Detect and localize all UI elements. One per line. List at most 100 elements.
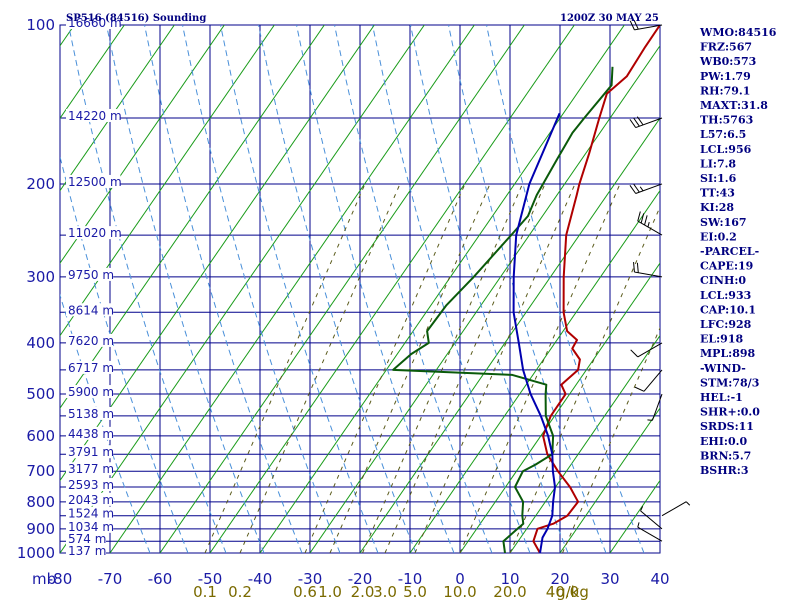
dry-adiabat-line <box>259 25 625 553</box>
pressure-tick-label: 500 <box>26 385 55 403</box>
chart-header-time: 1200Z 30 MAY 25 <box>560 13 659 24</box>
height-label-background <box>66 492 114 506</box>
wind-barb-staff <box>635 117 663 129</box>
height-label: 1524 m <box>68 507 114 521</box>
height-label-background <box>66 519 114 533</box>
height-label-background <box>66 108 121 122</box>
height-label: 137 m <box>68 544 106 558</box>
temperature-tick-label: -10 <box>398 570 423 588</box>
moist-adiabat-line <box>106 25 265 553</box>
wind-barb-feather <box>636 116 644 126</box>
index-value: BRN:5.7 <box>700 449 751 462</box>
temperature-tick-label: -50 <box>198 570 223 588</box>
moist-adiabat-line <box>334 25 493 553</box>
pressure-tick-label: 100 <box>26 16 55 34</box>
wind-barb-feather <box>639 186 644 192</box>
temperature-tick-label: -40 <box>248 570 273 588</box>
index-value: FRZ:567 <box>700 41 752 54</box>
wind-barb-staff <box>634 24 663 31</box>
dry-adiabat-line <box>309 44 660 553</box>
index-value: EI:0.2 <box>700 230 737 243</box>
moist-adiabat-line <box>448 25 607 553</box>
index-value: LCL:933 <box>700 289 751 302</box>
height-label-background <box>66 445 114 459</box>
moist-adiabat-line <box>220 25 379 553</box>
moist-adiabat-line <box>410 25 569 553</box>
dry-adiabat-line <box>159 25 525 553</box>
wind-barb-staff <box>640 510 663 530</box>
mixing-ratio-label: 0.2 <box>228 583 252 600</box>
mixing-ratio-label: g/kg <box>556 583 589 600</box>
index-value: WB0:573 <box>699 55 756 68</box>
index-value: SW:167 <box>700 216 747 229</box>
pressure-tick-label: 800 <box>26 493 55 511</box>
wind-barb-feather <box>630 349 639 358</box>
mixing-ratio-label: 10.0 <box>443 583 476 600</box>
temperature-tick-label: 0 <box>455 570 465 588</box>
mixing-ratio-label: 40.0 <box>546 583 579 600</box>
height-label: 3791 m <box>68 445 114 459</box>
index-value: TT:43 <box>700 187 735 200</box>
mixing-ratio-line <box>509 205 660 553</box>
index-value: L57:6.5 <box>700 128 746 141</box>
dry-adiabat-line <box>409 189 660 553</box>
wind-barb-feather <box>629 119 637 128</box>
moist-adiabat-line <box>372 25 531 553</box>
dry-adiabat-line <box>60 25 225 265</box>
height-label-background <box>66 303 114 317</box>
wind-barb-staff <box>637 342 663 358</box>
wind-barb-feather <box>685 501 691 506</box>
wind-barb-feather <box>647 222 650 228</box>
height-label: 14220 m <box>68 109 122 123</box>
index-value: MPL:898 <box>700 347 756 360</box>
index-value: CAP:10.1 <box>700 303 756 316</box>
pressure-tick-label: 900 <box>26 520 55 538</box>
temperature-tick-label: 10 <box>500 570 519 588</box>
temperature-tick-label: -80 <box>48 570 73 588</box>
wind-barb-feather <box>629 185 637 194</box>
height-label-background <box>66 16 121 29</box>
wind-barb-staff <box>651 393 663 421</box>
wind-barb-staff <box>643 369 663 392</box>
mixing-ratio-label: 0.1 <box>193 583 217 600</box>
wind-barb-feather <box>640 213 645 224</box>
index-value: WMO:84516 <box>699 26 777 39</box>
mixing-ratio-line <box>414 183 576 553</box>
height-label-background <box>66 226 121 240</box>
height-label: 8614 m <box>68 303 114 317</box>
mixing-ratio-line <box>329 183 491 553</box>
height-labels-layer: 16660 m 14220 m 12500 m 11020 m 9750 m 8614 m… <box>66 16 122 558</box>
wind-barb-staff <box>661 501 687 517</box>
index-value: EHI:0.0 <box>700 435 747 448</box>
mixing-ratio-line <box>362 183 523 553</box>
height-label: 7620 m <box>68 334 114 348</box>
wind-barb-staff <box>634 271 663 278</box>
height-label: 3177 m <box>68 462 114 476</box>
dry-adiabat-line <box>60 25 425 553</box>
index-value: SHR+:0.0 <box>700 406 760 419</box>
dewpoint-profile-line <box>392 66 614 553</box>
height-label-background <box>66 385 114 399</box>
index-value: LCL:956 <box>700 143 752 156</box>
height-label-background <box>66 360 114 374</box>
index-value: TH:5763 <box>700 114 753 127</box>
wind-barb-feather <box>634 386 645 392</box>
wind-barb-feather <box>633 183 640 193</box>
wind-barb-feather <box>633 117 640 127</box>
index-value: LFC:928 <box>700 318 752 331</box>
wind-barb-feather <box>629 20 635 31</box>
index-value: RH:79.1 <box>700 84 750 97</box>
index-value: HEL:-1 <box>700 391 743 404</box>
wind-barb-staff <box>635 183 663 194</box>
height-label: 6717 m <box>68 361 114 375</box>
pressure-tick-label: 400 <box>26 334 55 352</box>
height-label-background <box>66 406 114 420</box>
moist-adiabat-line <box>60 293 151 553</box>
series-layer <box>392 25 660 553</box>
height-label: 5138 m <box>68 407 114 421</box>
dry-adiabat-line <box>459 262 660 553</box>
